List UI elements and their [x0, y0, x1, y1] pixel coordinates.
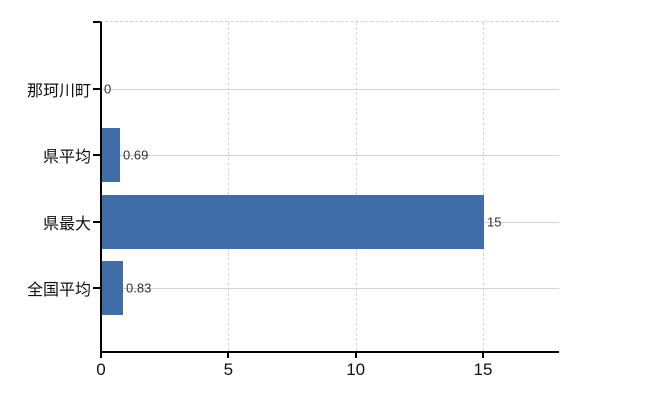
- y-axis-tick: [93, 287, 101, 289]
- h-gridline: [102, 155, 559, 156]
- y-axis-category-label: 那珂川町: [26, 82, 91, 100]
- y-axis-tick: [93, 154, 101, 156]
- bar: [102, 195, 484, 249]
- y-axis-tick: [93, 88, 101, 90]
- x-axis-tick: [482, 353, 484, 358]
- y-axis-tick: [93, 221, 101, 223]
- bar-value-label: 0.69: [123, 147, 149, 163]
- v-gridline: [355, 22, 357, 351]
- h-gridline: [102, 288, 559, 289]
- bar-value-label: 0: [104, 81, 112, 96]
- x-axis-tick-label: 15: [473, 360, 493, 379]
- y-axis-category-label: 全国平均: [26, 282, 91, 299]
- x-axis-tick-label: 0: [96, 360, 106, 379]
- plot-area: [100, 21, 559, 353]
- y-axis-category-label: 県最大: [42, 215, 91, 233]
- bar-value-label: 0.83: [126, 280, 152, 296]
- y-axis-category-label: 県平均: [42, 149, 91, 166]
- y-axis-tick: [93, 21, 101, 23]
- bar-value-label: 15: [487, 214, 502, 229]
- x-axis-tick-label: 10: [346, 360, 366, 379]
- bar: [102, 128, 120, 182]
- x-axis-tick: [100, 353, 102, 358]
- x-axis-tick: [354, 353, 357, 358]
- x-axis-tick: [227, 353, 230, 358]
- v-gridline: [483, 22, 484, 351]
- x-axis-tick-label: 5: [223, 360, 234, 379]
- bar: [102, 261, 123, 315]
- h-gridline: [102, 89, 559, 90]
- v-gridline: [228, 22, 230, 351]
